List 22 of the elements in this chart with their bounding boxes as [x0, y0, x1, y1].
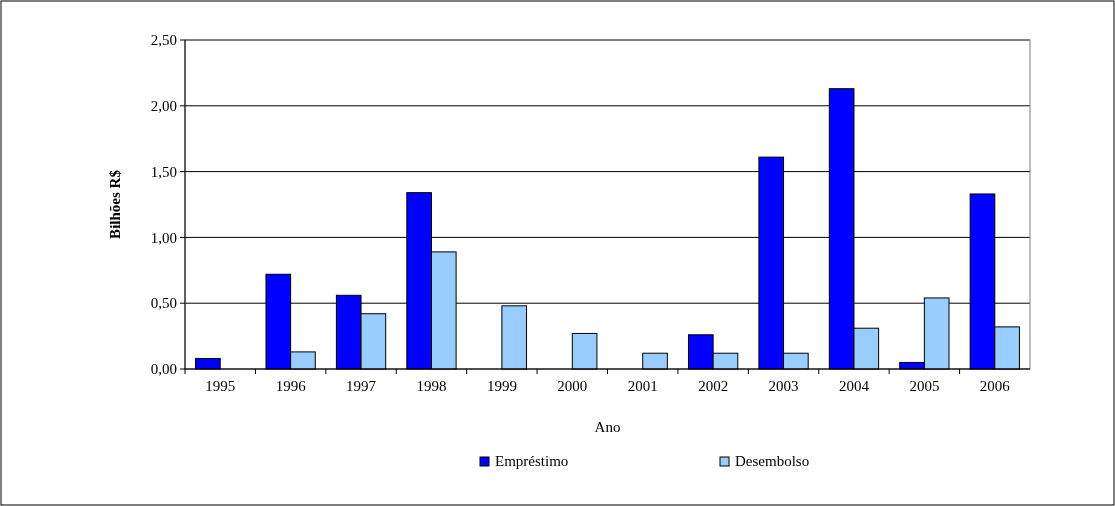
y-tick-label: 2,50: [150, 32, 177, 49]
y-tick-label: 0,00: [150, 361, 177, 378]
x-tick-label: 2005: [909, 378, 940, 394]
x-tick-label: 1999: [486, 378, 517, 394]
y-tick-label: 0,50: [150, 295, 177, 312]
x-tick-label: 1998: [416, 378, 447, 394]
y-axis-title: Bilhões R$: [107, 169, 123, 239]
x-tick-label: 1997: [346, 378, 377, 394]
y-tick-label: 1,00: [150, 229, 177, 246]
x-tick-label: 2004: [838, 378, 870, 394]
x-tick-label: 1996: [275, 378, 307, 394]
y-tick-label: 2,00: [150, 98, 177, 115]
y-tick-label: 1,50: [150, 163, 177, 180]
x-tick-label: 1995: [205, 378, 236, 394]
x-axis-title: Ano: [594, 419, 621, 435]
x-tick-label: 2001: [627, 378, 658, 394]
legend-label: Empréstimo: [495, 453, 569, 469]
legend-label: Desembolso: [735, 453, 810, 469]
x-tick-label: 2002: [698, 378, 729, 394]
x-tick-label: 2000: [557, 378, 588, 394]
x-tick-label: 2003: [768, 378, 799, 394]
x-tick-label: 2006: [979, 378, 1011, 394]
